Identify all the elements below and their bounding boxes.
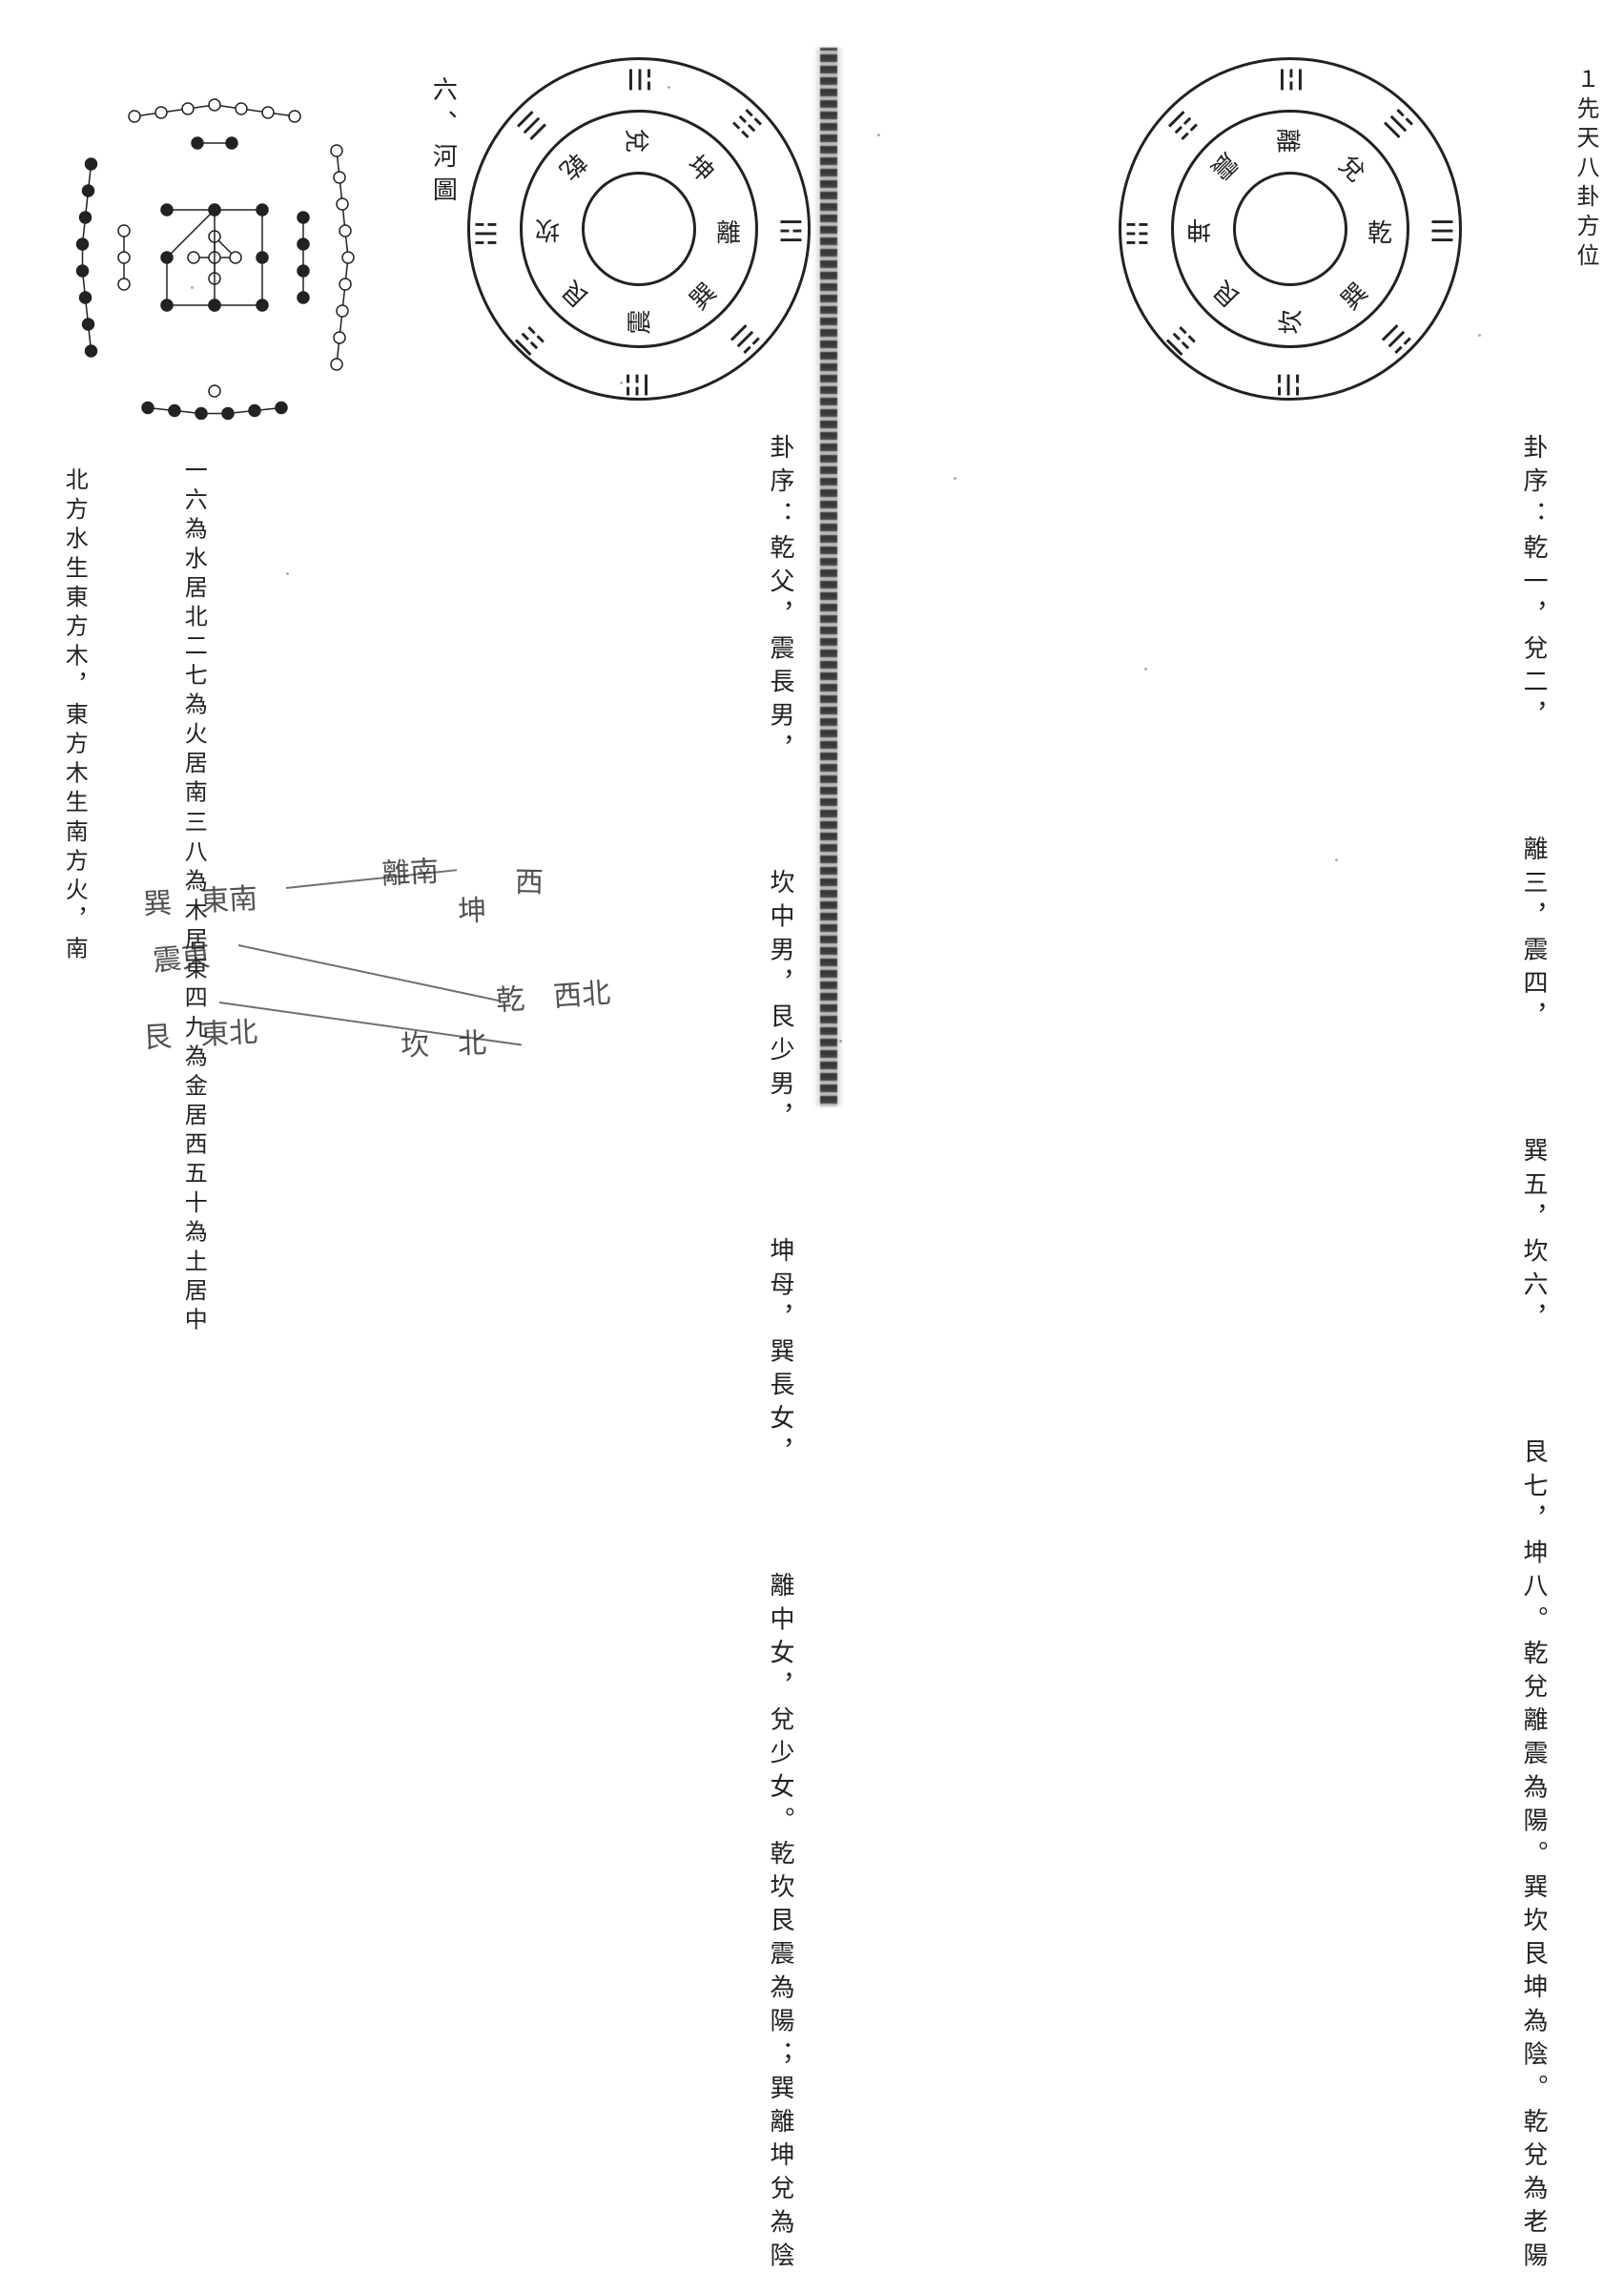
text-column: 卦序：乾一，兌二， xyxy=(1511,434,1557,735)
gua-name-坎: 坎 xyxy=(535,214,560,249)
heading-text: １先天八卦 xyxy=(1564,67,1605,214)
speck xyxy=(668,86,670,89)
text-column: 巽坎艮坤為陰。 xyxy=(1511,1873,1557,2108)
handwriting-note: 艮 東北 xyxy=(142,1008,258,1056)
footer-text: 北方水生東方木，東方木生南方火，南 xyxy=(52,467,93,965)
left-lower-text: 一六為水居北二七為火居南三八為木居東四九為金居西五十為土居中 xyxy=(172,458,213,744)
speck xyxy=(620,382,623,384)
gua-name-兌: 兌 xyxy=(621,128,656,153)
speck xyxy=(286,572,289,575)
trigram-離: ☲ xyxy=(778,216,804,249)
right-text-block: 卦序：乾一，兌二， 離三，震四， 巽五，坎六， 艮七，坤八。乾兌離震為陽。巽坎艮… xyxy=(1511,434,1557,1102)
speck xyxy=(1478,334,1481,337)
text-column: 巽五，坎六， xyxy=(1511,1037,1557,1338)
bagua-xiantian: ☰乾☱兌☲離☳震☴巽☵坎☶艮☷坤 xyxy=(1119,57,1462,401)
pencil-stroke xyxy=(238,944,500,1002)
gua-name-離: 離 xyxy=(1272,128,1307,153)
gua-name-乾: 乾 xyxy=(1367,214,1392,249)
handwriting-note: 震東 xyxy=(151,932,212,979)
speck xyxy=(954,477,956,480)
gua-name-坤: 坤 xyxy=(1186,214,1211,249)
trigram-震: ☳ xyxy=(622,372,655,398)
left-section-heading: 六、河圖 xyxy=(420,76,466,267)
hetu-heading: 六、河圖 xyxy=(420,76,466,210)
gua-name-坎: 坎 xyxy=(1272,309,1307,334)
speck xyxy=(1335,858,1338,861)
right-heading: １先天八卦方位 xyxy=(1564,67,1605,353)
trigram-坎: ☵ xyxy=(1273,372,1306,398)
text-column: 五十為土居中 xyxy=(172,1161,213,1336)
speck xyxy=(839,1040,842,1043)
text-column: 坤母，巽長女， xyxy=(757,1137,804,1472)
bagua-inner-ring xyxy=(582,172,696,286)
text-column: 乾兌離震為陽。 xyxy=(1511,1640,1557,1874)
text-column: 卦序：乾父，震長男， xyxy=(757,434,804,769)
left-page: 卦序：乾父，震長男， 坎中男，艮少男， 坤母，巽長女， 離中女，兌少女。乾坎艮震… xyxy=(0,0,823,1136)
text-column: 離中女，兌少女。 xyxy=(757,1472,804,1840)
trigram-離: ☲ xyxy=(1273,67,1306,93)
text-column: 艮七，坤八。 xyxy=(1511,1338,1557,1640)
left-footer-line: 北方水生東方木，東方木生南方火，南 xyxy=(52,467,93,1116)
left-upper-text: 卦序：乾父，震長男， 坎中男，艮少男， 坤母，巽長女， 離中女，兌少女。乾坎艮震… xyxy=(757,434,804,1102)
text-column: 一六為水居北 xyxy=(172,458,213,633)
trigram-坤: ☷ xyxy=(1124,216,1150,249)
speck xyxy=(191,286,194,289)
text-column: 二七為火居南 xyxy=(172,633,213,809)
hetu-svg xyxy=(57,76,372,420)
text-column: 乾坎艮震為陽； xyxy=(757,1840,804,2075)
right-page: １先天八卦方位 ☰乾☱兌☲離☳震☴巽☵坎☶艮☷坤 卦序：乾一，兌二， 離三，震四… xyxy=(823,0,1624,1136)
gua-name-離: 離 xyxy=(716,214,741,249)
handwriting-note: 西 xyxy=(515,858,545,901)
text-column: 坎中男，艮少男， xyxy=(757,769,804,1137)
trigram-乾: ☰ xyxy=(1429,216,1455,249)
speck xyxy=(1144,668,1147,671)
bagua-inner-ring xyxy=(1233,172,1347,286)
text-column: 巽離坤兌為陰。 xyxy=(757,2075,804,2272)
handwriting-note: 坤 xyxy=(457,886,487,929)
gua-name-震: 震 xyxy=(621,309,656,334)
trigram-兌: ☱ xyxy=(622,67,655,93)
handwriting-note: 乾 西北 xyxy=(495,969,612,1019)
text-column: 離三，震四， xyxy=(1511,735,1557,1037)
heading-text-2: 方位 xyxy=(1564,214,1605,272)
trigram-坎: ☵ xyxy=(473,216,499,249)
handwriting-note: 離南 xyxy=(380,847,440,892)
bagua-houtian: ☲離☷坤☱兌☰乾☴巽☳震☶艮☵坎 xyxy=(467,57,811,401)
handwriting-note: 坎 北 xyxy=(400,1019,486,1064)
text-column: 乾兌為老陽，離震為少陰， xyxy=(1511,2108,1557,2272)
handwriting-note: 巽 東南 xyxy=(142,875,258,922)
speck xyxy=(877,134,880,136)
hetu-diagram xyxy=(57,76,372,420)
